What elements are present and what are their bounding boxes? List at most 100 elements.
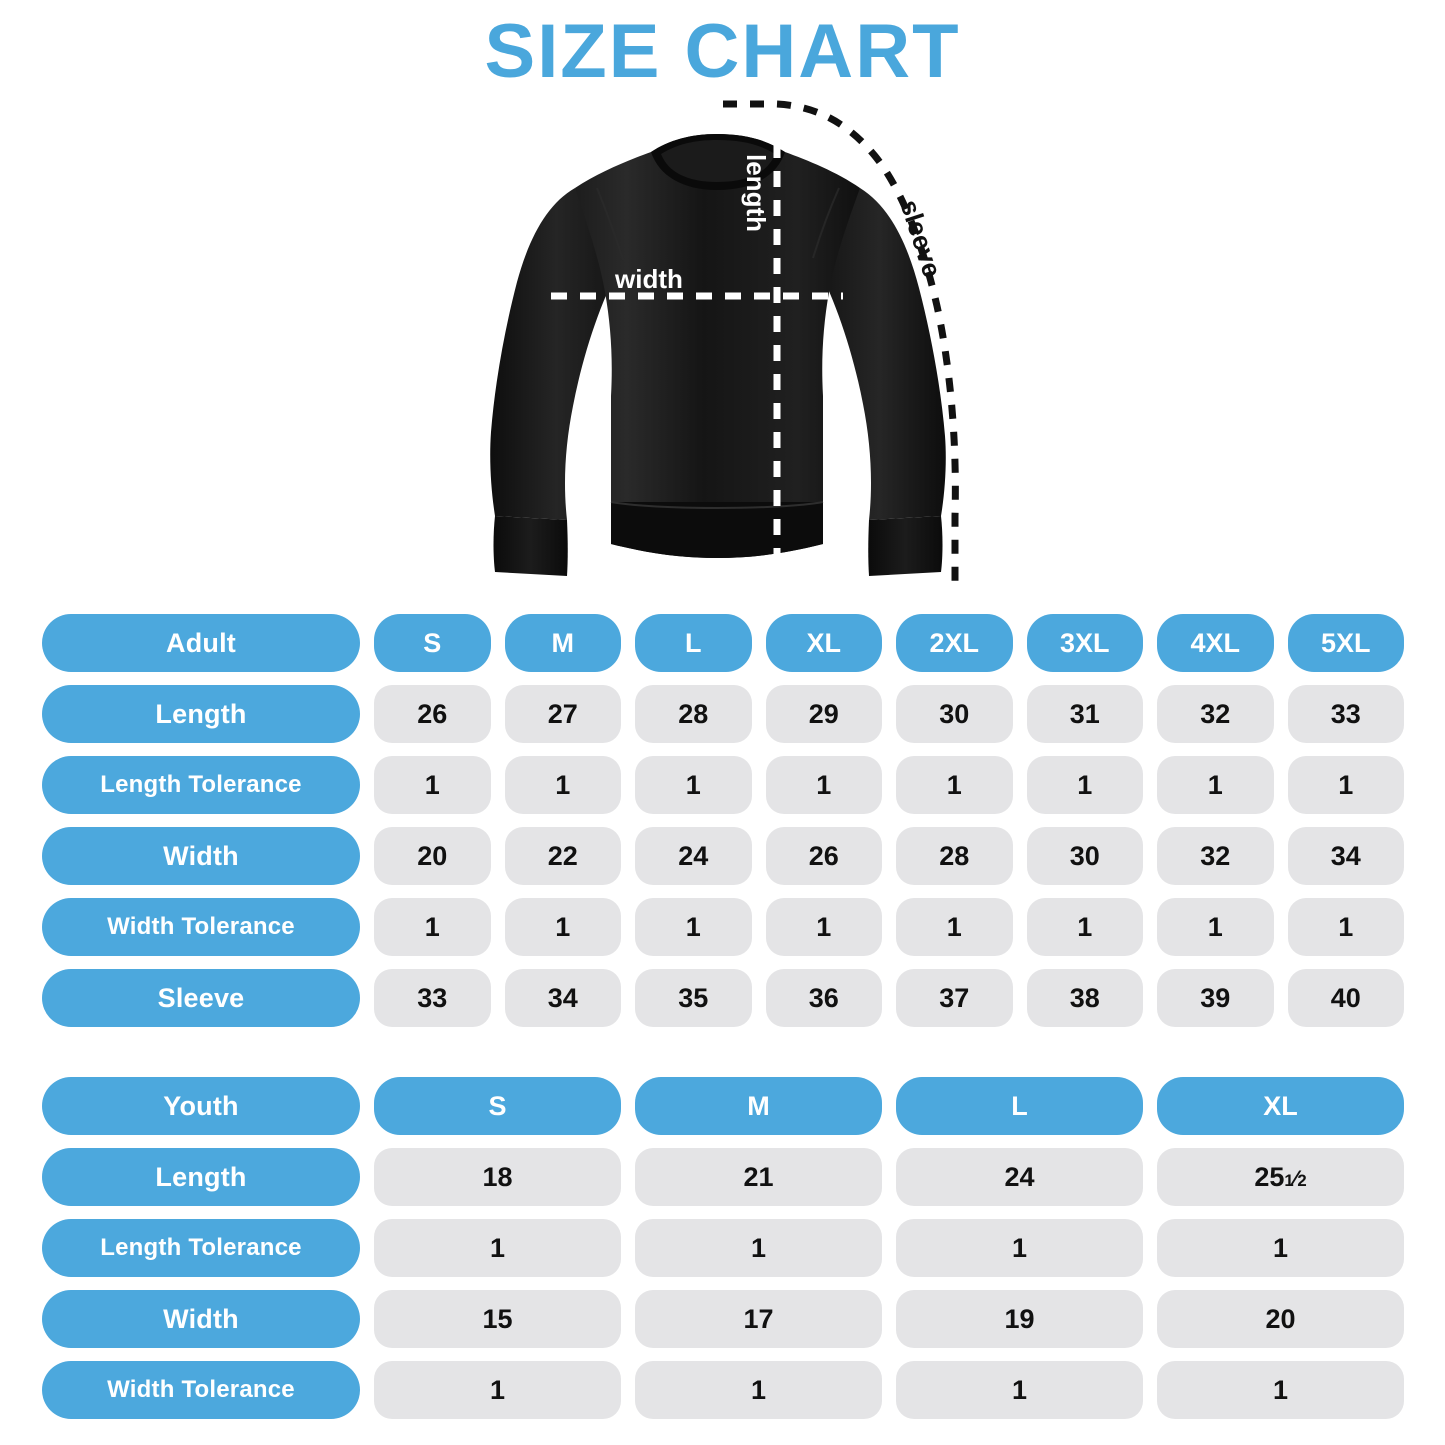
value-cell: 1: [1157, 1219, 1404, 1277]
fraction-value: 25 1 ⁄ 2: [1254, 1161, 1307, 1192]
youth-header-row: Youth S M L XL: [42, 1077, 1404, 1135]
row-label-sleeve: Sleeve: [42, 969, 360, 1027]
adult-table-title: Adult: [42, 614, 360, 672]
value-cell: 1: [1157, 1361, 1404, 1419]
value-cell: 26: [374, 685, 491, 743]
row-label-length-tolerance: Length Tolerance: [42, 1219, 360, 1277]
size-header-l[interactable]: L: [896, 1077, 1143, 1135]
table-row: Width 15 17 19 20: [42, 1290, 1404, 1348]
row-value-cells: 26 27 28 29 30 31 32 33: [374, 685, 1404, 743]
value-cell: 31: [1026, 685, 1143, 743]
value-cell: 25 1 ⁄ 2: [1157, 1148, 1404, 1206]
value-cell: 1: [896, 756, 1013, 814]
sweatshirt-graphic: [490, 100, 959, 582]
value-cell: 37: [896, 969, 1013, 1027]
value-cell: 17: [635, 1290, 882, 1348]
value-cell: 24: [635, 827, 752, 885]
size-header-m[interactable]: M: [504, 614, 621, 672]
left-armhole-seam: [596, 187, 624, 261]
value-cell: 1: [374, 1361, 621, 1419]
hem-seam: [610, 501, 824, 509]
value-cell: 30: [1026, 827, 1143, 885]
size-header-2xl[interactable]: 2XL: [896, 614, 1013, 672]
left-cuff: [493, 516, 568, 576]
value-cell: 22: [504, 827, 621, 885]
value-cell: 1: [635, 756, 752, 814]
value-cell: 34: [1287, 827, 1404, 885]
value-cell: 1: [1157, 898, 1274, 956]
value-cell: 27: [504, 685, 621, 743]
adult-header-row: Adult S M L XL 2XL 3XL 4XL 5XL: [42, 614, 1404, 672]
size-header-3xl[interactable]: 3XL: [1026, 614, 1143, 672]
value-cell: 32: [1157, 827, 1274, 885]
sleeve-measure-line: [723, 100, 959, 582]
youth-data-rows: Length 18 21 24 25 1 ⁄ 2 Length Tolerance 1 1 1 1 Wid…: [42, 1148, 1404, 1419]
value-cell: 20: [374, 827, 491, 885]
row-value-cells: 20 22 24 26 28 30 32 34: [374, 827, 1404, 885]
size-header-s[interactable]: S: [374, 614, 491, 672]
right-sleeve: [813, 188, 946, 520]
value-cell: 28: [635, 685, 752, 743]
value-cell: 1: [896, 1219, 1143, 1277]
size-header-m[interactable]: M: [635, 1077, 882, 1135]
adult-size-header-cells: S M L XL 2XL 3XL 4XL 5XL: [374, 614, 1404, 672]
table-row: Length Tolerance 1 1 1 1: [42, 1219, 1404, 1277]
hem-rib: [611, 502, 823, 558]
size-header-xl[interactable]: XL: [1157, 1077, 1404, 1135]
table-row: Length Tolerance 1 1 1 1 1 1 1 1: [42, 756, 1404, 814]
row-label-width: Width: [42, 827, 360, 885]
row-label-width-tolerance: Width Tolerance: [42, 898, 360, 956]
row-value-cells: 15 17 19 20: [374, 1290, 1404, 1348]
table-row: Width Tolerance 1 1 1 1 1 1 1 1: [42, 898, 1404, 956]
value-cell: 33: [374, 969, 491, 1027]
value-cell: 38: [1026, 969, 1143, 1027]
row-label-width: Width: [42, 1290, 360, 1348]
value-cell: 1: [896, 1361, 1143, 1419]
adult-data-rows: Length 26 27 28 29 30 31 32 33 Length Tolerance 1 1…: [42, 685, 1404, 1027]
right-armhole-seam: [812, 187, 840, 259]
value-cell: 15: [374, 1290, 621, 1348]
value-cell: 35: [635, 969, 752, 1027]
adult-size-table: Adult S M L XL 2XL 3XL 4XL 5XL Length 26 27 28 29 30…: [42, 614, 1404, 1027]
row-label-length: Length: [42, 1148, 360, 1206]
value-cell: 36: [765, 969, 882, 1027]
value-cell: 33: [1287, 685, 1404, 743]
value-cell: 40: [1287, 969, 1404, 1027]
value-cell: 1: [504, 756, 621, 814]
value-cell: 1: [374, 756, 491, 814]
value-cell: 1: [1287, 898, 1404, 956]
size-header-4xl[interactable]: 4XL: [1157, 614, 1274, 672]
garment-illustration: width length sleeve: [455, 92, 1000, 592]
value-cell: 20: [1157, 1290, 1404, 1348]
value-cell: 1: [374, 1219, 621, 1277]
value-cell: 1: [896, 898, 1013, 956]
value-cell: 1: [504, 898, 621, 956]
value-cell: 24: [896, 1148, 1143, 1206]
table-row: Length 26 27 28 29 30 31 32 33: [42, 685, 1404, 743]
size-header-s[interactable]: S: [374, 1077, 621, 1135]
youth-size-table: Youth S M L XL Length 18 21 24 25 1 ⁄ 2 Length Tole…: [42, 1077, 1404, 1419]
row-label-length-tolerance: Length Tolerance: [42, 756, 360, 814]
right-cuff: [868, 516, 943, 576]
table-row: Width 20 22 24 26 28 30 32 34: [42, 827, 1404, 885]
value-cell: 19: [896, 1290, 1143, 1348]
value-cell: 1: [1157, 756, 1274, 814]
table-row: Sleeve 33 34 35 36 37 38 39 40: [42, 969, 1404, 1027]
value-cell: 1: [635, 1219, 882, 1277]
youth-size-header-cells: S M L XL: [374, 1077, 1404, 1135]
value-cell: 32: [1157, 685, 1274, 743]
size-header-5xl[interactable]: 5XL: [1287, 614, 1404, 672]
value-cell: 30: [896, 685, 1013, 743]
value-cell: 1: [635, 898, 752, 956]
value-cell: 18: [374, 1148, 621, 1206]
size-header-xl[interactable]: XL: [765, 614, 882, 672]
table-row: Length 18 21 24 25 1 ⁄ 2: [42, 1148, 1404, 1206]
size-header-l[interactable]: L: [635, 614, 752, 672]
table-row: Width Tolerance 1 1 1 1: [42, 1361, 1404, 1419]
row-label-length: Length: [42, 685, 360, 743]
